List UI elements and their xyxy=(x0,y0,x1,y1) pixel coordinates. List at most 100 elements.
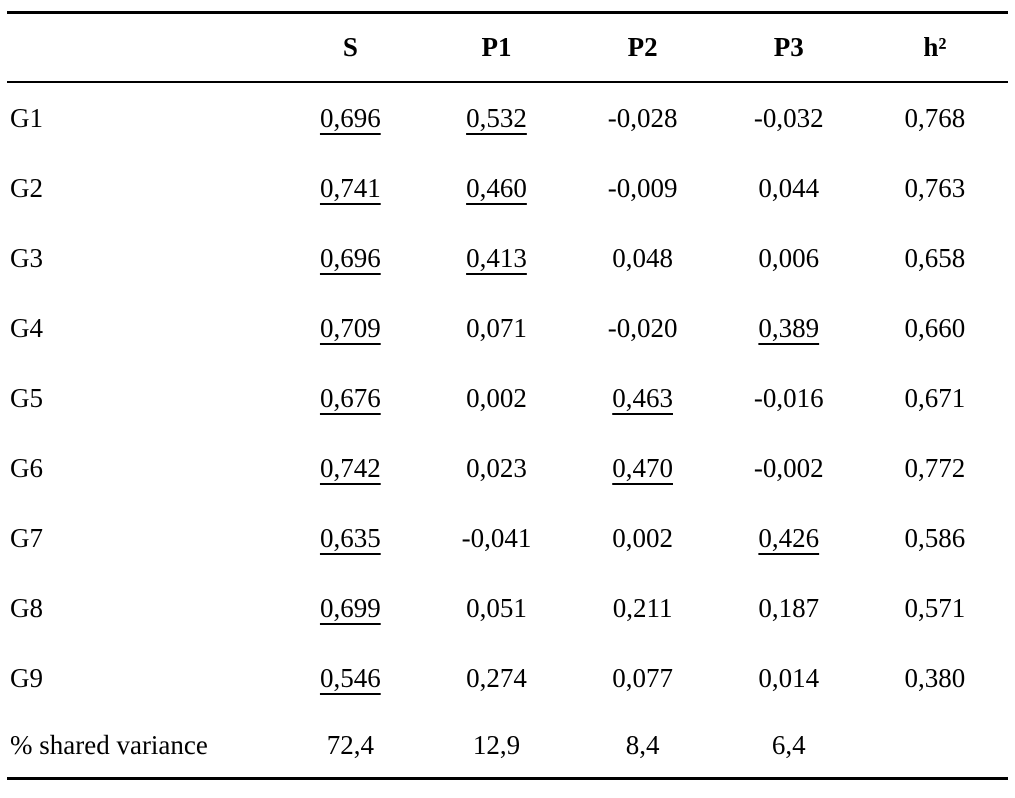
table-row: G7 0,635 -0,041 0,002 0,426 0,586 xyxy=(7,503,1008,573)
table-cell: 0,658 xyxy=(862,223,1008,293)
loading-value: 0,023 xyxy=(466,452,527,483)
loading-value: 0,380 xyxy=(904,662,966,693)
loading-value: -0,028 xyxy=(607,102,678,133)
column-header-p1: P1 xyxy=(423,12,570,83)
column-header-s: S xyxy=(277,12,424,83)
loading-value: 0,006 xyxy=(758,242,820,273)
table-cell: 0,699 xyxy=(277,573,423,643)
loading-value: 0,274 xyxy=(466,662,527,693)
table-cell: 0,014 xyxy=(716,643,862,713)
salient-loading-value: 0,741 xyxy=(319,172,381,203)
loading-value: 0,077 xyxy=(612,662,673,693)
table-cell: 72,4 xyxy=(277,713,423,779)
table-cell: 0,460 xyxy=(423,153,569,223)
table-cell: 0,742 xyxy=(277,433,423,503)
table-cell: 0,413 xyxy=(423,223,569,293)
column-header-p3: P3 xyxy=(715,12,862,83)
table-cell: -0,016 xyxy=(716,363,862,433)
loading-value: 0,660 xyxy=(904,312,966,343)
loading-value: 0,048 xyxy=(612,242,673,273)
table-cell: 0,586 xyxy=(862,503,1008,573)
loading-value: 0,044 xyxy=(758,172,820,203)
table-row: G9 0,546 0,274 0,077 0,014 0,380 xyxy=(7,643,1008,713)
loading-value: 0,051 xyxy=(466,592,527,623)
table-row: G4 0,709 0,071 -0,020 0,389 0,660 xyxy=(7,293,1008,363)
table-cell: 0,006 xyxy=(716,223,862,293)
salient-loading-value: 0,635 xyxy=(319,522,381,553)
table-cell: 0,048 xyxy=(570,223,716,293)
table-cell: 12,9 xyxy=(423,713,569,779)
loading-value: 6,4 xyxy=(771,729,806,760)
row-label: G5 xyxy=(10,382,43,413)
table-cell: 0,002 xyxy=(423,363,569,433)
table-cell: 0,463 xyxy=(570,363,716,433)
table-row: G5 0,676 0,002 0,463 -0,016 0,671 xyxy=(7,363,1008,433)
table-cell: 0,571 xyxy=(862,573,1008,643)
table-cell: 0,772 xyxy=(862,433,1008,503)
table-cell: 0,660 xyxy=(862,293,1008,363)
loading-value: 0,071 xyxy=(466,312,527,343)
table-cell: 0,768 xyxy=(862,82,1008,153)
table-cell: 0,051 xyxy=(423,573,569,643)
table-cell: -0,028 xyxy=(570,82,716,153)
loading-value: 0,586 xyxy=(904,522,966,553)
row-label: G2 xyxy=(10,172,43,203)
table-cell: 6,4 xyxy=(716,713,862,779)
row-label: G9 xyxy=(10,662,43,693)
salient-loading-value: 0,696 xyxy=(319,242,381,273)
row-label: G8 xyxy=(10,592,43,623)
table-cell: 0,546 xyxy=(277,643,423,713)
loading-value: 0,571 xyxy=(904,592,966,623)
table-cell: 0,044 xyxy=(716,153,862,223)
table-cell: 0,671 xyxy=(862,363,1008,433)
loading-value: 0,187 xyxy=(758,592,820,623)
table-cell: 0,741 xyxy=(277,153,423,223)
loading-value: 12,9 xyxy=(472,729,521,760)
salient-loading-value: 0,532 xyxy=(466,102,527,133)
salient-loading-value: 0,389 xyxy=(758,312,820,343)
loading-value: 0,763 xyxy=(904,172,966,203)
table-cell: 0,002 xyxy=(570,503,716,573)
row-label: G6 xyxy=(10,452,43,483)
table-cell: -0,020 xyxy=(570,293,716,363)
salient-loading-value: 0,676 xyxy=(319,382,381,413)
table-cell xyxy=(862,713,1008,779)
table-cell: 0,380 xyxy=(862,643,1008,713)
loading-value: 0,211 xyxy=(612,592,673,623)
table-header: S P1 P2 P3 h² xyxy=(7,12,1008,83)
row-label: % shared variance xyxy=(10,729,208,760)
table-cell: -0,009 xyxy=(570,153,716,223)
table-row: G3 0,696 0,413 0,048 0,006 0,658 xyxy=(7,223,1008,293)
table-row: G6 0,742 0,023 0,470 -0,002 0,772 xyxy=(7,433,1008,503)
loading-value: -0,032 xyxy=(753,102,824,133)
table-cell: 8,4 xyxy=(570,713,716,779)
salient-loading-value: 0,470 xyxy=(612,452,673,483)
table-body: G1 0,696 0,532 -0,028 -0,032 0,768 G2 0,741 0,46… xyxy=(7,82,1008,779)
table-cell: 0,696 xyxy=(277,82,423,153)
loading-value: 0,002 xyxy=(612,522,673,553)
table-row: % shared variance 72,4 12,9 8,4 6,4 xyxy=(7,713,1008,779)
salient-loading-value: 0,696 xyxy=(319,102,381,133)
table-cell: 0,676 xyxy=(277,363,423,433)
table-cell: 0,635 xyxy=(277,503,423,573)
loading-value: 0,658 xyxy=(904,242,966,273)
row-label: G3 xyxy=(10,242,43,273)
loading-value: -0,041 xyxy=(461,522,532,553)
loading-value: 0,014 xyxy=(758,662,820,693)
column-header-h2: h² xyxy=(861,12,1008,83)
salient-loading-value: 0,426 xyxy=(758,522,820,553)
table-cell: 0,274 xyxy=(423,643,569,713)
column-header-p2: P2 xyxy=(569,12,716,83)
loading-value: -0,016 xyxy=(753,382,824,413)
table-cell: 0,071 xyxy=(423,293,569,363)
factor-loadings-table: S P1 P2 P3 h² G1 0,696 0,532 -0,028 -0,032 0,… xyxy=(7,11,1008,780)
table-cell: 0,077 xyxy=(570,643,716,713)
table-cell: 0,426 xyxy=(716,503,862,573)
table-cell: 0,389 xyxy=(716,293,862,363)
table-cell: -0,002 xyxy=(716,433,862,503)
salient-loading-value: 0,546 xyxy=(319,662,381,693)
row-label: G1 xyxy=(10,102,43,133)
salient-loading-value: 0,460 xyxy=(466,172,527,203)
table-row: G1 0,696 0,532 -0,028 -0,032 0,768 xyxy=(7,82,1008,153)
loading-value: 0,772 xyxy=(904,452,966,483)
